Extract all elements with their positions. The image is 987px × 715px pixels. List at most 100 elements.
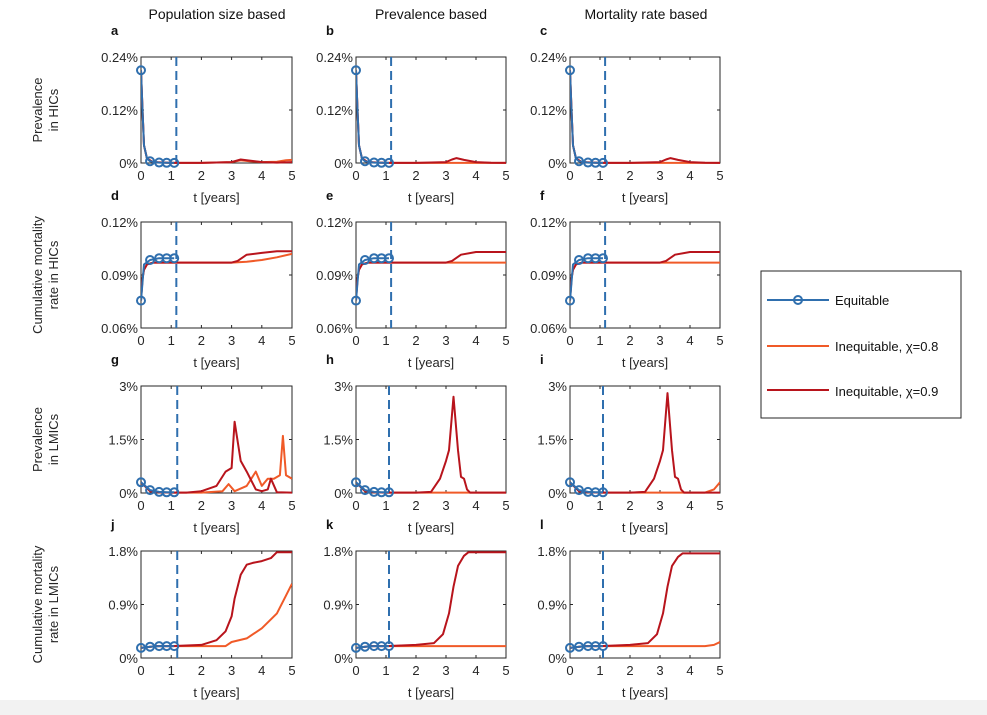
row-label-line: Prevalence bbox=[30, 407, 45, 472]
series-line-inequitable-09 bbox=[570, 70, 720, 164]
series-marker-equitable bbox=[136, 642, 146, 653]
series-line-inequitable-08 bbox=[141, 583, 292, 649]
x-tick-label: 5 bbox=[288, 333, 295, 348]
y-tick-label: 0% bbox=[334, 156, 353, 171]
x-tick-label: 3 bbox=[442, 333, 449, 348]
row-label: Prevalence in LMICs bbox=[30, 407, 61, 472]
panel-letter: f bbox=[540, 188, 545, 203]
series-marker-equitable bbox=[360, 485, 370, 496]
x-tick-label: 3 bbox=[442, 498, 449, 513]
y-tick-label: 0% bbox=[334, 651, 353, 666]
x-tick-label: 0 bbox=[352, 663, 359, 678]
series-line-inequitable-09 bbox=[141, 70, 292, 164]
axes-box bbox=[140, 385, 293, 494]
x-tick-label: 1 bbox=[596, 663, 603, 678]
series-marker-equitable bbox=[169, 253, 180, 264]
row-label: Prevalence in HICs bbox=[30, 77, 61, 142]
panel-letter: b bbox=[326, 23, 334, 38]
x-tick-label: 1 bbox=[382, 663, 389, 678]
row-label-line: Cumulative mortality bbox=[30, 216, 45, 334]
y-tick-label: 0.9% bbox=[323, 598, 353, 613]
panel-letter: e bbox=[326, 188, 333, 203]
x-tick-label: 2 bbox=[412, 168, 419, 183]
series-marker-equitable bbox=[574, 485, 584, 496]
x-tick-label: 4 bbox=[472, 498, 479, 513]
x-tick-label: 4 bbox=[472, 168, 479, 183]
series-marker-equitable bbox=[384, 487, 394, 498]
series-marker-equitable bbox=[598, 253, 608, 264]
series-marker-equitable bbox=[169, 641, 180, 652]
y-tick-label: 0.9% bbox=[108, 598, 138, 613]
x-tick-label: 0 bbox=[566, 663, 573, 678]
legend-label-inequitable-08: Inequitable, χ=0.8 bbox=[835, 339, 938, 354]
x-tick-label: 2 bbox=[626, 333, 633, 348]
x-tick-label: 4 bbox=[258, 168, 265, 183]
x-tick-label: 0 bbox=[352, 498, 359, 513]
x-tick-label: 1 bbox=[168, 663, 175, 678]
panel-letter: k bbox=[326, 517, 334, 532]
series-line-inequitable-08 bbox=[141, 70, 292, 164]
x-tick-label: 4 bbox=[258, 498, 265, 513]
row-label-line: rate in LMICs bbox=[46, 565, 61, 643]
y-tick-label: 0.06% bbox=[101, 321, 138, 336]
series-line-inequitable-09 bbox=[570, 392, 720, 494]
panel-f: f 0 1 2 3 4 5 0.06% 0.09% 0.12% t [years] bbox=[530, 188, 723, 370]
legend-label-inequitable-09: Inequitable, χ=0.9 bbox=[835, 384, 938, 399]
x-axis-label: t [years] bbox=[408, 520, 454, 535]
x-axis-label: t [years] bbox=[193, 685, 239, 700]
x-tick-label: 0 bbox=[566, 168, 573, 183]
panels: a 0 1 2 3 4 5 0% 0.12% 0.24% t [years] b 0 1 2 3 4 5 0% 0.1… bbox=[101, 23, 723, 700]
x-tick-label: 2 bbox=[198, 498, 205, 513]
series-line-inequitable-09 bbox=[356, 70, 506, 164]
x-tick-label: 4 bbox=[258, 663, 265, 678]
axes-box bbox=[140, 550, 293, 659]
y-tick-label: 0% bbox=[334, 486, 353, 501]
x-tick-label: 3 bbox=[656, 333, 663, 348]
series-marker-equitable bbox=[351, 642, 361, 653]
x-axis-label: t [years] bbox=[408, 685, 454, 700]
row-label-line: in HICs bbox=[46, 88, 61, 131]
x-tick-label: 2 bbox=[198, 168, 205, 183]
panel-i: i 0 1 2 3 4 5 0% 1.5% 3% t [years] bbox=[537, 352, 723, 535]
legend-marker-equitable bbox=[793, 295, 803, 305]
series-marker-equitable bbox=[136, 65, 146, 76]
series-marker-equitable bbox=[169, 487, 180, 498]
series-line-inequitable-08 bbox=[570, 70, 720, 164]
axes-box bbox=[569, 221, 721, 329]
x-tick-label: 3 bbox=[442, 663, 449, 678]
panel-letter: c bbox=[540, 23, 547, 38]
x-tick-label: 4 bbox=[258, 333, 265, 348]
x-axis-label: t [years] bbox=[622, 355, 668, 370]
row-label-line: Cumulative mortality bbox=[30, 545, 45, 663]
x-tick-label: 0 bbox=[566, 498, 573, 513]
panel-a: a 0 1 2 3 4 5 0% 0.12% 0.24% t [years] bbox=[101, 23, 295, 205]
series-line-inequitable-09 bbox=[141, 420, 292, 494]
series-marker-equitable bbox=[574, 156, 584, 167]
y-tick-label: 0.09% bbox=[530, 268, 567, 283]
series-marker-equitable bbox=[351, 477, 361, 488]
x-tick-label: 5 bbox=[502, 168, 509, 183]
x-tick-label: 3 bbox=[228, 498, 235, 513]
x-tick-label: 5 bbox=[716, 663, 723, 678]
axes-box bbox=[140, 56, 293, 164]
column-title-prevalence: Prevalence based bbox=[375, 6, 487, 22]
y-tick-label: 0.09% bbox=[101, 268, 138, 283]
x-tick-label: 2 bbox=[412, 663, 419, 678]
axes-box bbox=[569, 385, 721, 494]
series-marker-equitable bbox=[565, 295, 575, 306]
panel-c: c 0 1 2 3 4 5 0% 0.12% 0.24% t [years] bbox=[530, 23, 723, 205]
series-marker-equitable bbox=[145, 156, 156, 167]
x-tick-label: 4 bbox=[472, 333, 479, 348]
x-tick-label: 5 bbox=[716, 168, 723, 183]
panel-k: k 0 1 2 3 4 5 0% 0.9% 1.8% t [years] bbox=[323, 517, 509, 700]
series-line-inequitable-09 bbox=[141, 551, 292, 649]
series-line-inequitable-08 bbox=[570, 261, 720, 301]
series-marker-equitable bbox=[565, 477, 575, 488]
row-label-line: rate in HICs bbox=[46, 240, 61, 309]
panel-b: b 0 1 2 3 4 5 0% 0.12% 0.24% t [years] bbox=[316, 23, 509, 205]
x-tick-label: 5 bbox=[716, 498, 723, 513]
x-tick-label: 4 bbox=[686, 333, 693, 348]
x-tick-label: 2 bbox=[626, 498, 633, 513]
x-axis-label: t [years] bbox=[622, 685, 668, 700]
